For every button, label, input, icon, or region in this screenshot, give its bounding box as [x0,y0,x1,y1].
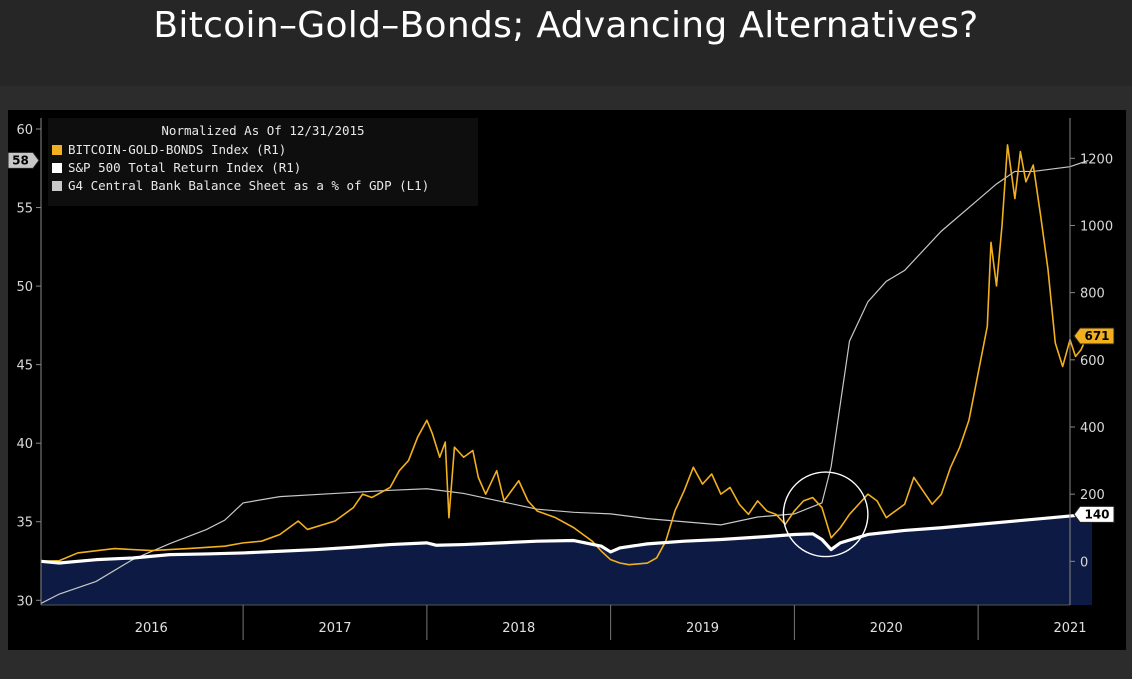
left-tick-label: 30 [16,594,33,609]
chart-svg: 2016 2017 2018 2019 2020 20213035404550556002… [8,118,1115,640]
left-tick-label: 40 [16,437,33,452]
x-tick-label: 2021 [1053,621,1086,636]
legend-box [48,118,478,206]
left-tick-label: 45 [16,359,33,374]
left-tick-label: 35 [16,516,33,531]
right-tick-label: 800 [1080,287,1105,302]
tag-g4-last-text: 58 [12,153,29,167]
right-tick-label: 600 [1080,354,1105,369]
left-tick-label: 50 [16,280,33,295]
tag-spx-last-box [1073,505,1115,523]
x-tick-label: 2016 [135,621,168,636]
legend-swatch [52,163,62,173]
annotation-circle [782,471,869,558]
right-tick-label: 400 [1080,421,1105,436]
axes-layer: 2016 2017 2018 2019 2020 20213035404550556002… [8,118,1115,640]
legend-entry: BITCOIN-GOLD-BONDS Index (R1) [68,142,286,157]
x-tick-label: 2020 [870,621,903,636]
left-tick-label: 55 [16,202,33,217]
tag-spx-last-text: 140 [1084,507,1109,521]
chart-panel: 2016 2017 2018 2019 2020 2021 30 35 40 45 50 55 60 0 2… [8,110,1126,650]
right-tick-label: 200 [1080,488,1105,503]
series-g4-line [40,159,1089,604]
tag-btc-last-text: 671 [1084,329,1109,343]
right-tick-label: 1000 [1080,219,1113,234]
tag-g4-last: 58 [8,151,40,169]
legend-header: Normalized As Of 12/31/2015 [161,123,364,138]
x-tick-label: 2019 [686,621,719,636]
legend-entry: S&P 500 Total Return Index (R1) [68,160,301,175]
legend-swatch [52,181,62,191]
x-tick-label: 2018 [502,621,535,636]
right-tick-label: 1200 [1080,152,1113,167]
right-tick-label: 0 [1080,555,1088,570]
legend: Normalized As Of 12/31/2015 BITCOIN-GOLD-… [48,118,478,206]
left-tick-label: 60 [16,123,33,138]
tag-g4-last-box [8,151,40,169]
tag-spx-last: 140 [1073,505,1115,523]
series-layer [40,144,1093,604]
tag-btc-last: 671 [1073,327,1115,345]
x-tick-label: 2017 [318,621,351,636]
chart-title: Bitcoin–Gold–Bonds; Advancing Alternativ… [0,0,1132,86]
legend-entry: G4 Central Bank Balance Sheet as a % of … [68,178,429,193]
series-btc-gold-bonds-line [40,144,1093,566]
tag-btc-last-box [1073,327,1115,345]
legend-swatch [52,145,62,155]
plot-area [41,514,1093,605]
series-spx-line [40,512,1093,565]
spx-area-fill [41,514,1093,605]
